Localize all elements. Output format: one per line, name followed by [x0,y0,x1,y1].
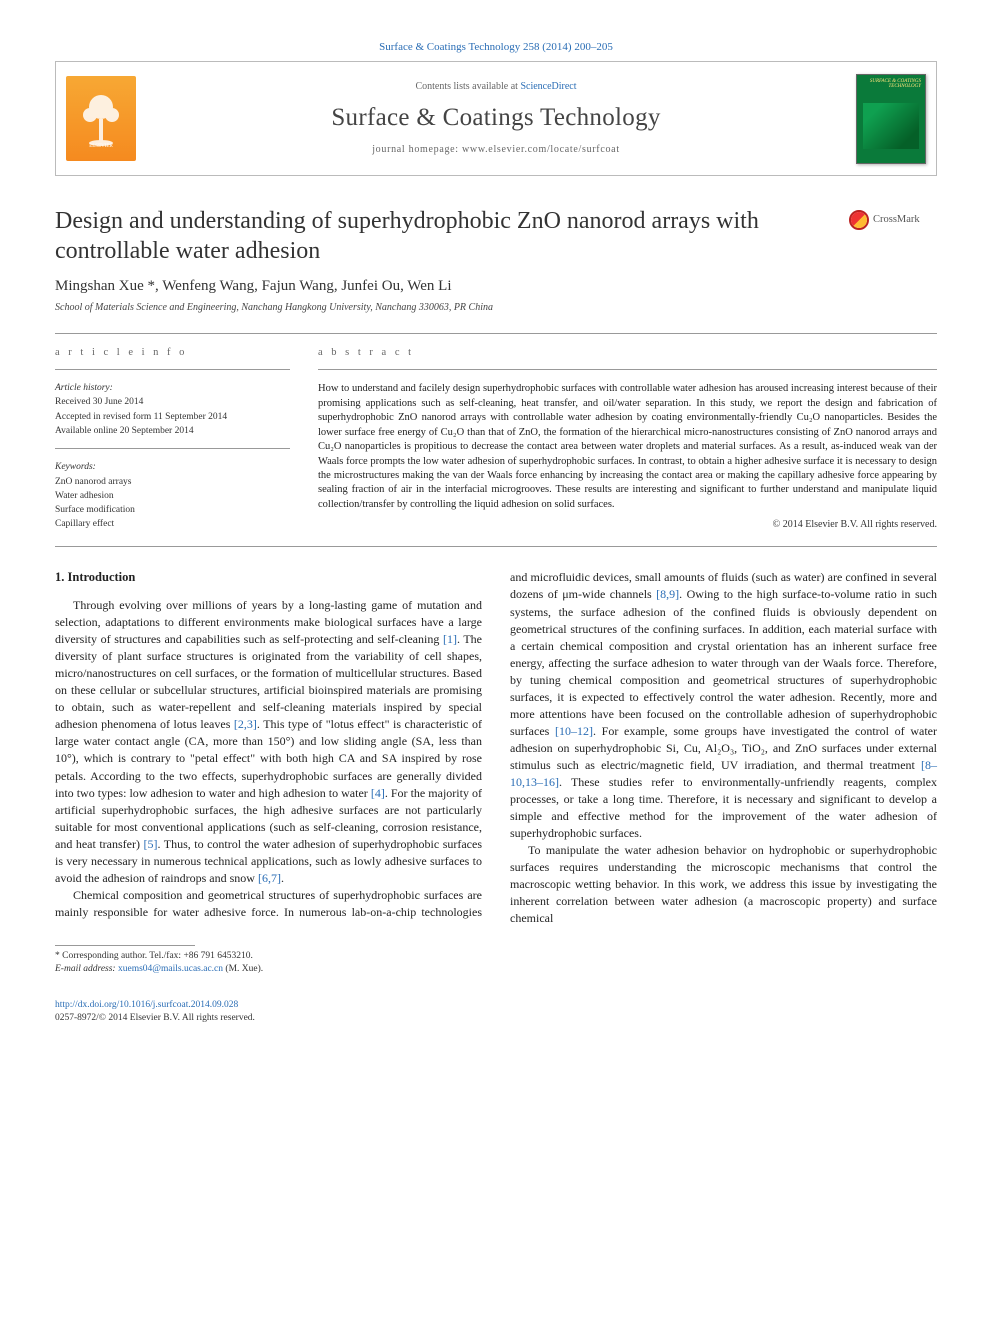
email-link[interactable]: xuems04@mails.ucas.ac.cn [118,964,223,974]
article-title: Design and understanding of superhydroph… [55,206,839,266]
history-item: Received 30 June 2014 [55,396,290,409]
doi-link[interactable]: http://dx.doi.org/10.1016/j.surfcoat.201… [55,1000,238,1010]
abstract-label: a b s t r a c t [318,346,937,361]
body-paragraph: Through evolving over millions of years … [55,597,482,887]
corresponding-author-footnote: * Corresponding author. Tel./fax: +86 79… [55,950,937,977]
section-heading: 1. Introduction [55,569,482,587]
crossmark-label: CrossMark [873,213,920,228]
article-info-label: a r t i c l e i n f o [55,346,290,361]
elsevier-tree-icon: ELSEVIER [66,76,136,161]
citation-ref[interactable]: [6,7] [258,871,281,885]
keyword: Surface modification [55,504,290,517]
citation-ref[interactable]: [4] [371,786,385,800]
contents-line: Contents lists available at ScienceDirec… [415,80,576,94]
crossmark-icon [849,210,869,230]
journal-header: ELSEVIER Contents lists available at Sci… [55,61,937,176]
publisher-name: ELSEVIER [89,144,113,149]
publisher-logo: ELSEVIER [56,62,146,175]
page-footer: http://dx.doi.org/10.1016/j.surfcoat.201… [55,999,937,1026]
crossmark-badge[interactable]: CrossMark [849,210,937,230]
cover-title: SURFACE & COATINGS TECHNOLOGY [861,79,921,90]
journal-title: Surface & Coatings Technology [331,100,660,135]
email-suffix: (M. Xue). [223,964,263,974]
abstract-copyright: © 2014 Elsevier B.V. All rights reserved… [318,518,937,532]
history-label: Article history: [55,382,290,395]
abstract-text: How to understand and facilely design su… [318,382,937,512]
keyword: Water adhesion [55,490,290,503]
keyword: Capillary effect [55,518,290,531]
citation-link[interactable]: Surface & Coatings Technology 258 (2014)… [379,41,613,53]
article-info: a r t i c l e i n f o Article history: R… [55,346,290,532]
citation-ref[interactable]: [8,9] [656,587,679,601]
affiliation: School of Materials Science and Engineer… [55,301,839,315]
rule-bottom [55,546,937,547]
citation-ref[interactable]: [10–12] [555,724,593,738]
citation-ref[interactable]: [5] [143,837,157,851]
header-center: Contents lists available at ScienceDirec… [146,62,846,175]
body-columns: 1. Introduction Through evolving over mi… [55,569,937,927]
footnote-separator [55,945,195,946]
citation-ref[interactable]: [2,3] [234,717,257,731]
issn-copyright: 0257-8972/© 2014 Elsevier B.V. All right… [55,1012,937,1025]
history-item: Accepted in revised form 11 September 20… [55,411,290,424]
email-label: E-mail address: [55,964,118,974]
citation-line: Surface & Coatings Technology 258 (2014)… [55,40,937,55]
keywords-label: Keywords: [55,461,290,474]
corr-author-line: * Corresponding author. Tel./fax: +86 79… [55,950,937,963]
citation-ref[interactable]: [1] [443,632,457,646]
authors: Mingshan Xue *, Wenfeng Wang, Fajun Wang… [55,276,839,297]
journal-homepage: journal homepage: www.elsevier.com/locat… [372,143,620,157]
journal-cover-thumb: SURFACE & COATINGS TECHNOLOGY [846,62,936,175]
rule-top [55,333,937,334]
sciencedirect-link[interactable]: ScienceDirect [520,81,576,92]
history-item: Available online 20 September 2014 [55,425,290,438]
abstract-block: a b s t r a c t How to understand and fa… [318,346,937,532]
body-paragraph: To manipulate the water adhesion behavio… [510,842,937,927]
keyword: ZnO nanorod arrays [55,476,290,489]
